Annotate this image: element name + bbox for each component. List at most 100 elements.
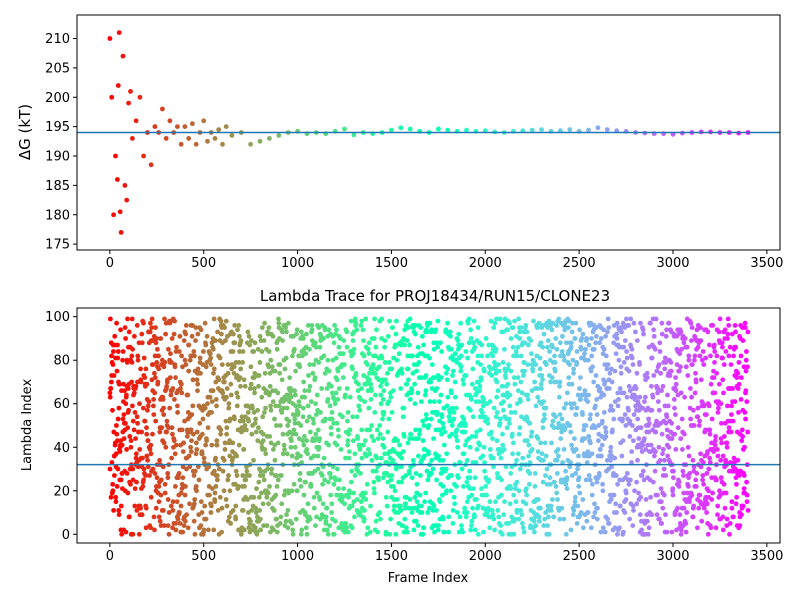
lambda-point — [602, 379, 608, 385]
lambda-point — [731, 514, 736, 520]
lambda-point — [521, 360, 527, 365]
lambda-point — [577, 327, 583, 333]
lambda-point — [165, 475, 171, 481]
lambda-point — [110, 481, 116, 487]
lambda-point — [554, 323, 559, 328]
lambda-point — [743, 357, 749, 363]
lambda-point — [373, 344, 379, 350]
lambda-point — [649, 383, 654, 389]
lambda-point — [535, 497, 541, 502]
lambda-point — [412, 494, 418, 500]
lambda-point — [543, 453, 549, 459]
delta-g-point — [586, 127, 591, 133]
lambda-point — [713, 525, 719, 531]
lambda-point — [258, 516, 263, 522]
lambda-point — [211, 366, 217, 372]
lambda-point — [334, 492, 340, 498]
lambda-point — [409, 475, 415, 481]
lambda-point — [367, 451, 373, 457]
lambda-point — [214, 438, 220, 444]
lambda-point — [274, 423, 279, 428]
lambda-point — [593, 340, 598, 346]
lambda-point — [170, 431, 175, 437]
lambda-point — [285, 525, 291, 531]
lambda-point — [666, 444, 672, 450]
lambda-point — [107, 394, 113, 400]
lambda-point — [309, 323, 315, 328]
lambda-point — [640, 327, 646, 333]
lambda-point — [257, 508, 263, 513]
lambda-point — [578, 510, 584, 515]
lambda-point — [133, 451, 139, 457]
lambda-point — [569, 329, 575, 335]
lambda-point — [706, 488, 711, 494]
lambda-point — [293, 368, 298, 374]
lambda-point — [538, 340, 544, 346]
lambda-point — [472, 527, 478, 533]
lambda-point — [350, 338, 356, 343]
lambda-point — [406, 471, 412, 476]
lambda-point — [488, 366, 494, 372]
lambda-point — [437, 457, 443, 463]
lambda-point — [403, 525, 409, 531]
lambda-point — [280, 431, 286, 437]
lambda-point — [334, 377, 340, 383]
lambda-point — [733, 475, 739, 481]
lambda-point — [306, 373, 311, 378]
lambda-point — [704, 510, 709, 515]
lambda-point — [733, 501, 739, 507]
lambda-point — [589, 353, 595, 359]
lambda-point — [605, 362, 611, 367]
lambda-point — [389, 473, 395, 478]
lambda-point — [203, 516, 209, 522]
lambda-point — [398, 386, 404, 391]
lambda-point — [187, 464, 193, 470]
lambda-point — [357, 510, 363, 515]
delta-g-point — [126, 100, 131, 106]
lambda-point — [577, 490, 583, 496]
lambda-point — [588, 368, 594, 374]
lambda-point — [428, 379, 433, 385]
lambda-point — [284, 512, 289, 518]
delta-g-y-tick-label: 195 — [45, 120, 70, 135]
lambda-trace-x-tick-label: 3500 — [750, 549, 783, 564]
lambda-point — [507, 392, 513, 398]
lambda-point — [462, 505, 467, 511]
lambda-point — [238, 366, 244, 372]
lambda-point — [463, 423, 468, 428]
lambda-point — [574, 360, 580, 365]
lambda-point — [646, 416, 651, 422]
lambda-point — [541, 457, 546, 463]
lambda-point — [176, 475, 181, 481]
lambda-point — [403, 473, 409, 478]
lambda-point — [243, 477, 249, 483]
lambda-point — [489, 373, 495, 378]
lambda-point — [266, 349, 272, 354]
lambda-point — [219, 529, 225, 535]
lambda-point — [718, 401, 724, 407]
lambda-point — [153, 325, 158, 330]
lambda-point — [145, 407, 150, 413]
lambda-point — [621, 344, 627, 350]
lambda-point — [331, 481, 337, 487]
lambda-point — [497, 316, 503, 322]
lambda-point — [436, 523, 441, 528]
lambda-point — [179, 353, 185, 359]
lambda-point — [315, 427, 321, 433]
lambda-point — [128, 444, 134, 450]
delta-g-point — [120, 53, 126, 59]
lambda-point — [237, 375, 243, 380]
lambda-point — [606, 521, 612, 526]
lambda-point — [126, 329, 132, 335]
lambda-point — [479, 486, 484, 491]
lambda-point — [110, 488, 116, 494]
lambda-point — [658, 499, 664, 505]
lambda-point — [740, 503, 746, 509]
lambda-point — [605, 329, 610, 335]
lambda-point — [298, 484, 304, 489]
lambda-point — [347, 394, 353, 400]
lambda-point — [372, 316, 377, 322]
lambda-point — [432, 529, 437, 535]
lambda-point — [168, 351, 173, 357]
lambda-point — [194, 429, 200, 435]
